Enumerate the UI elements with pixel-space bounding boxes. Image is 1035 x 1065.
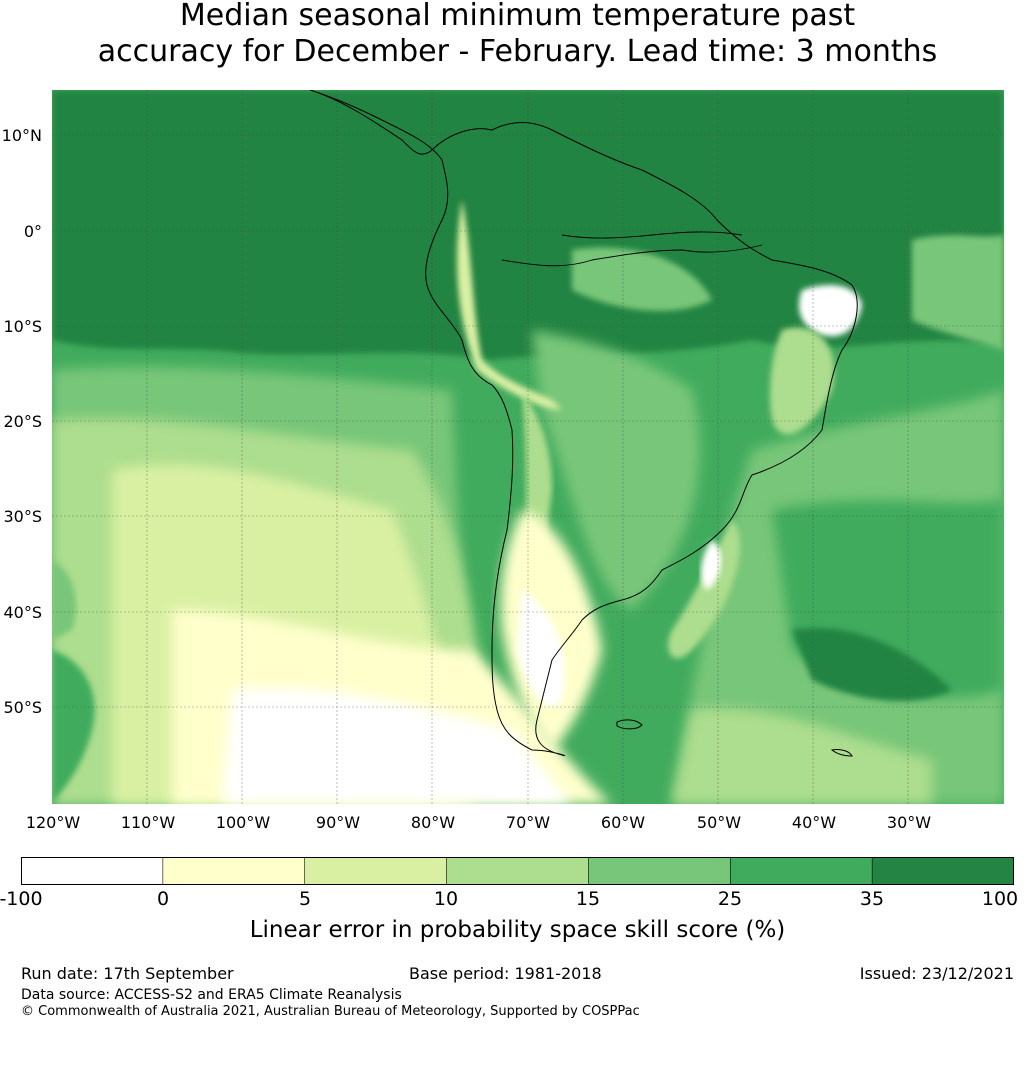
lon-label-40w: 40°W [791,813,837,832]
falkland-islands [616,719,643,730]
colorbar-segment [588,857,732,885]
lat-label-30s: 30°S [3,507,42,526]
colorbar-segment [446,857,590,885]
lat-label-10s: 10°S [3,317,42,336]
lon-label-70w: 70°W [505,813,551,832]
river-outline-2 [561,231,743,239]
colorbar-tick-35: 35 [859,888,885,910]
map-title-line-1: Median seasonal minimum temperature past [179,0,856,33]
lat-label-10n: 10°N [1,126,42,145]
lon-label-90w: 90°W [315,813,361,832]
lon-label-80w: 80°W [410,813,456,832]
copyright: © Commonwealth of Australia 2021, Austra… [21,1004,640,1019]
colorbar-segment [871,857,1014,885]
lon-label-50w: 50°W [696,813,742,832]
map-title-line-2: accuracy for December - February. Lead t… [97,34,938,69]
colorbar-segment [304,857,448,885]
skill-score-map [52,90,1004,804]
lon-label-110w: 110°W [120,813,176,832]
colorbar-tick-minus-100: -100 [0,888,43,910]
skill-field [52,90,1004,804]
lat-label-0: 0° [23,222,42,241]
lat-label-50s: 50°S [3,698,42,717]
issued-date: Issued: 23/12/2021 [859,964,1014,983]
colorbar-segment [162,857,306,885]
lon-label-100w: 100°W [215,813,271,832]
lat-label-40s: 40°S [3,603,42,622]
colorbar-tick-25: 25 [717,888,743,910]
lon-label-60w: 60°W [600,813,646,832]
run-date: Run date: 17th September [21,964,234,983]
colorbar-tick-100: 100 [981,888,1019,910]
lon-label-120w: 120°W [25,813,81,832]
lat-label-20s: 20°S [3,412,42,431]
data-source: Data source: ACCESS-S2 and ERA5 Climate … [21,987,402,1003]
colorbar-label: Linear error in probability space skill … [249,917,786,943]
river-outline [501,244,763,267]
colorbar-tick-0: 0 [156,888,170,910]
colorbar [21,857,1014,885]
colorbar-tick-5: 5 [298,888,312,910]
colorbar-segment [729,857,873,885]
colorbar-tick-10: 10 [433,888,459,910]
colorbar-tick-15: 15 [575,888,601,910]
south-georgia [830,749,853,757]
south-america-coastline [309,90,858,757]
lon-label-30w: 30°W [886,813,932,832]
colorbar-segment [21,857,164,885]
graticule [52,90,1004,804]
base-period: Base period: 1981-2018 [409,964,602,983]
